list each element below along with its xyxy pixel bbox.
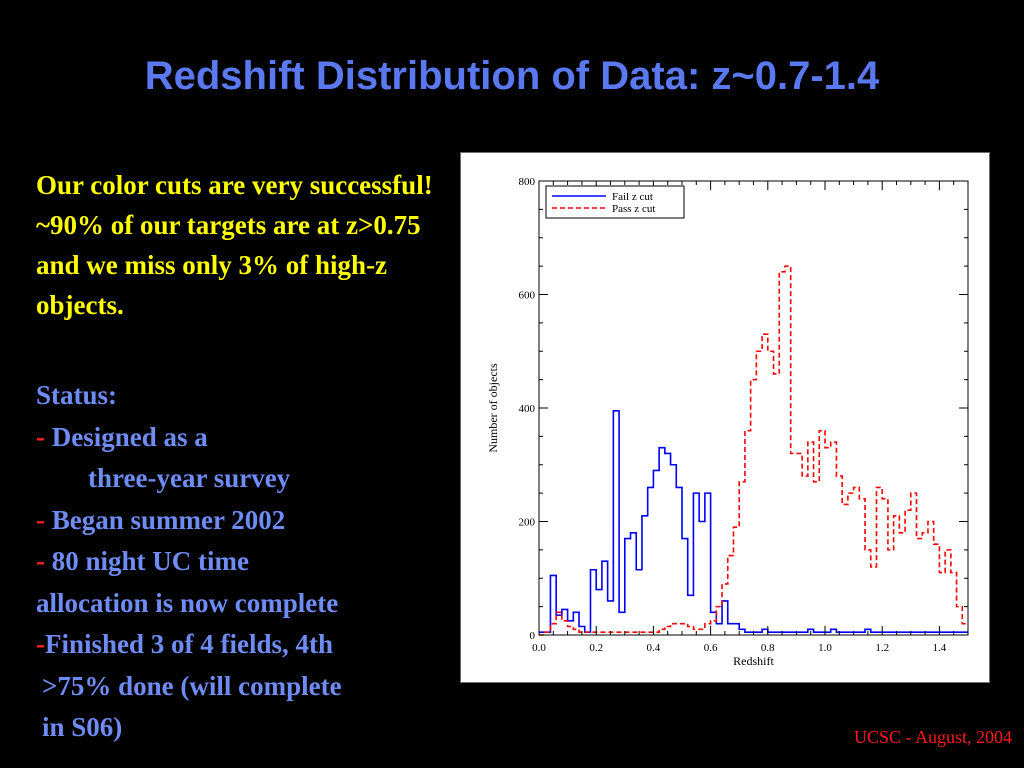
status-dash: - xyxy=(36,504,52,535)
y-tick-label: 600 xyxy=(519,290,536,302)
footer-credit: UCSC - August, 2004 xyxy=(853,727,1012,747)
status-block: Status: - Designed as a three-year surve… xyxy=(36,375,456,749)
status-dash: - xyxy=(36,629,45,659)
status-line: - 80 night UC time xyxy=(36,541,456,583)
y-tick-label: 0 xyxy=(530,630,536,642)
x-tick-label: 0.6 xyxy=(704,642,718,654)
intro-text: Our color cuts are very successful! ~90%… xyxy=(36,170,433,320)
x-tick-label: 1.4 xyxy=(933,642,947,654)
status-line: >75% done (will complete xyxy=(36,666,456,708)
histogram-chart: 0.0 0.2 0.4 0.6 0.8 1.0 1.2 1.4 0 200 400 600 800 Red… xyxy=(486,176,969,668)
y-axis-label: Number of objects xyxy=(486,363,500,453)
status-line: in S06) xyxy=(36,707,456,749)
y-tick-label: 200 xyxy=(519,517,536,529)
status-text: three-year survey xyxy=(88,463,291,493)
x-tick-label: 1.0 xyxy=(818,642,832,654)
x-tick-label: 0.4 xyxy=(647,642,661,654)
status-line: - Designed as a xyxy=(36,417,456,459)
x-tick-label: 1.2 xyxy=(875,642,889,654)
y-tick-label: 400 xyxy=(519,403,536,415)
status-text: >75% done (will complete xyxy=(42,670,342,701)
slide-title: Redshift Distribution of Data: z~0.7-1.4 xyxy=(144,54,880,98)
series-line-fail xyxy=(539,410,968,633)
status-dash: - xyxy=(36,546,52,576)
status-text: Began summer 2002 xyxy=(51,504,286,535)
y-tick-label: 800 xyxy=(519,176,536,188)
status-line: -Finished 3 of 4 fields, 4th xyxy=(36,624,456,666)
status-text: Finished 3 of 4 fields, 4th xyxy=(45,629,334,659)
x-tick-label: 0.8 xyxy=(761,642,775,654)
legend-box xyxy=(545,185,685,219)
plot-frame xyxy=(538,180,969,636)
status-line: three-year survey xyxy=(36,458,456,500)
series-line-pass xyxy=(539,265,968,636)
status-line: allocation is now complete xyxy=(36,583,456,625)
x-tick-label: 0.2 xyxy=(589,642,603,654)
x-axis-label: Redshift xyxy=(733,654,774,668)
legend-label-fail: Fail z cut xyxy=(612,191,653,203)
status-text: Designed as a xyxy=(51,421,208,452)
status-heading: Status: xyxy=(36,380,118,410)
status-text: 80 night UC time xyxy=(51,546,249,576)
status-line: - Began summer 2002 xyxy=(36,500,456,542)
chart-frame: 0.0 0.2 0.4 0.6 0.8 1.0 1.2 1.4 0 200 400 600 800 Red… xyxy=(460,152,990,683)
status-dash: - xyxy=(36,421,52,452)
legend-label-pass: Pass z cut xyxy=(612,203,655,215)
status-text: in S06) xyxy=(42,712,123,742)
status-text: allocation is now complete xyxy=(36,587,339,618)
x-tick-label: 0.0 xyxy=(532,642,546,654)
